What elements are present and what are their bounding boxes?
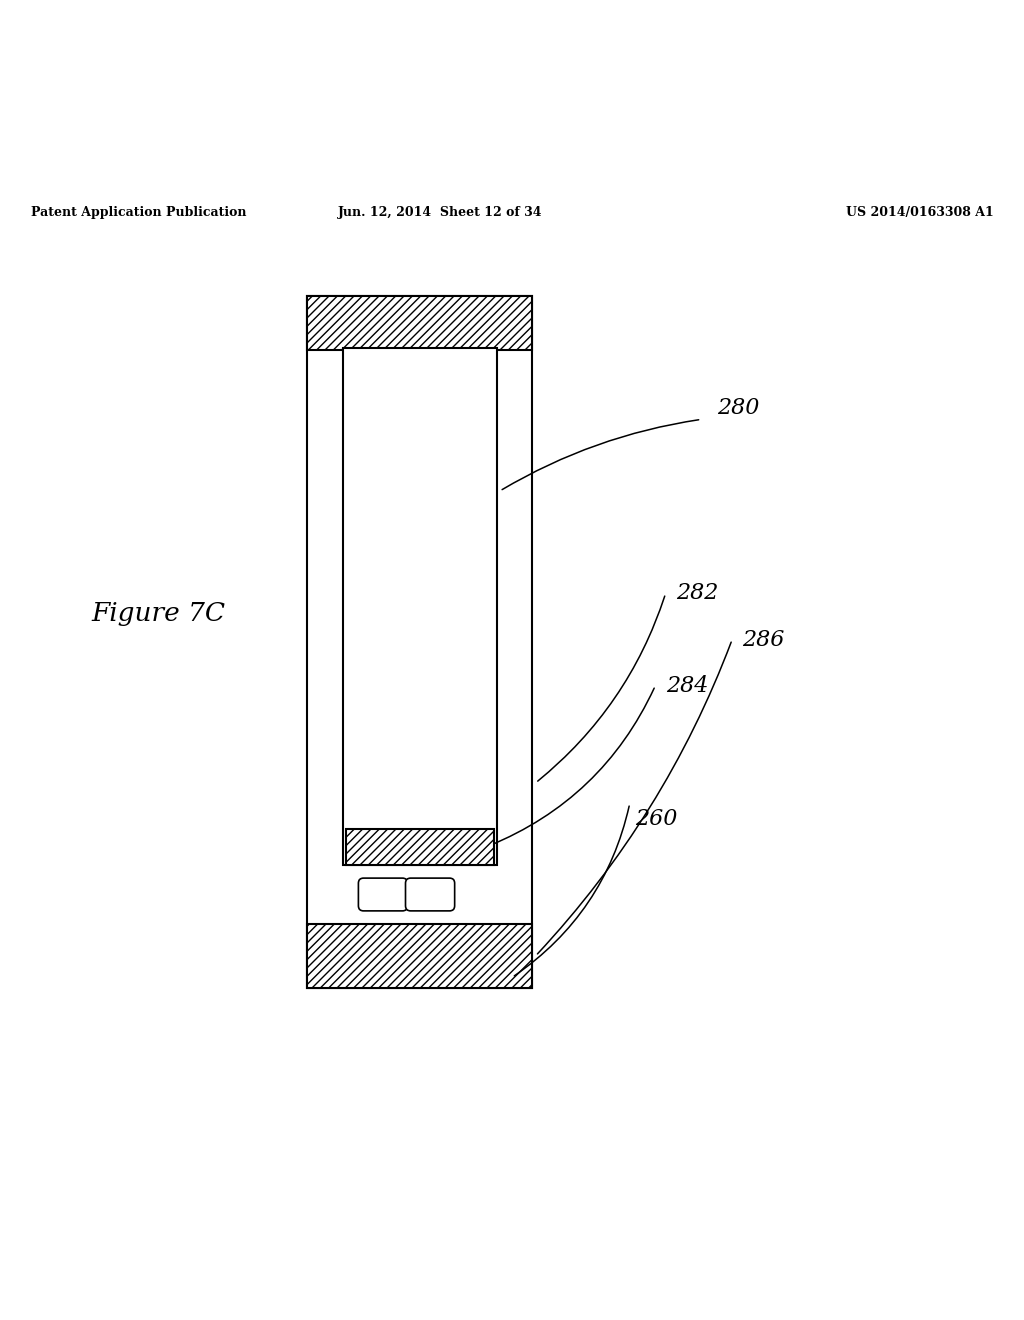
Text: Patent Application Publication: Patent Application Publication (31, 206, 246, 219)
Bar (307, 924, 532, 987)
Bar (346, 829, 494, 865)
FancyBboxPatch shape (406, 878, 455, 911)
Text: 260: 260 (635, 808, 677, 830)
Text: 286: 286 (742, 628, 784, 651)
Text: US 2014/0163308 A1: US 2014/0163308 A1 (846, 206, 993, 219)
FancyBboxPatch shape (358, 878, 408, 911)
Text: 280: 280 (717, 397, 759, 420)
Bar (307, 297, 532, 350)
Bar (343, 347, 497, 865)
Text: Figure 7C: Figure 7C (92, 602, 225, 627)
Text: 282: 282 (676, 582, 718, 605)
Text: Jun. 12, 2014  Sheet 12 of 34: Jun. 12, 2014 Sheet 12 of 34 (338, 206, 543, 219)
Bar (307, 297, 532, 987)
Text: 284: 284 (666, 675, 708, 697)
